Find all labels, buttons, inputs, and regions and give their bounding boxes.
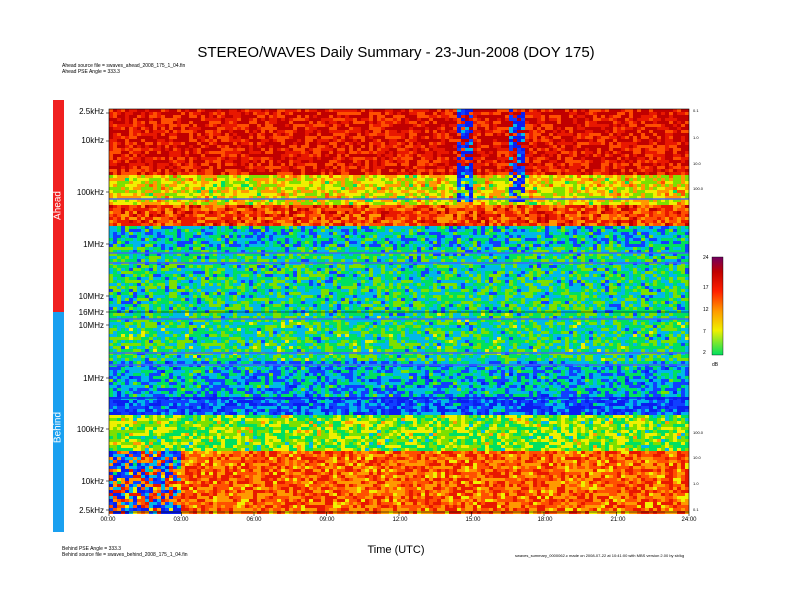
x-axis-title: Time (UTC) [367,544,425,556]
xtick-label: 03:00 [173,517,189,523]
behind-ytick-label: 10kHz [81,477,104,486]
behind-right-tick: 0.1 [693,507,699,512]
colorbar-tick: 7 [703,329,706,335]
colorbar-tick: 2 [703,350,706,356]
ahead-source-file: Ahead source file = swaves_ahead_2008_17… [62,63,186,69]
ahead-ytick-label: 1MHz [83,240,104,249]
ahead-ytick-label: 100kHz [76,188,104,197]
ahead-ytick-label: 2.5kHz [79,107,104,116]
spectrogram-image [109,109,689,514]
ahead-right-tick: 10.0 [693,161,701,166]
behind-right-tick: 10.0 [693,455,701,460]
behind-band: Behind [53,312,64,532]
ahead-right-tick: 1.0 [693,135,699,140]
xtick-label: 12:00 [392,517,408,523]
xtick-label: 09:00 [319,517,335,523]
ahead-right-tick: 100.0 [693,186,704,191]
ahead-ytick-label: 10MHz [78,292,104,301]
colorbar-tick: 24 [703,255,709,261]
colorbar-tick: 12 [703,307,709,313]
colorbar-unit: dB [712,362,719,368]
xtick-label: 15:00 [465,517,481,523]
x-tick-marks [108,512,690,516]
behind-source-file: Behind source file = swaves_behind_2008_… [62,552,188,558]
behind-ytick-label: 1MHz [83,374,104,383]
behind-right-tick: 100.0 [693,430,704,435]
behind-ytick-label: 100kHz [76,425,104,434]
y-tick-marks [106,112,109,511]
xtick-label: 21:00 [610,517,626,523]
xtick-label: 06:00 [246,517,262,523]
xtick-label: 18:00 [537,517,553,523]
behind-ytick-label: 10MHz [78,321,104,330]
xtick-label: 24:00 [681,517,697,523]
ahead-right-tick: 0.1 [693,108,699,113]
behind-pse-angle: Behind PSE Angle = 333.3 [62,546,122,552]
colorbar [711,256,724,356]
chart-title: STEREO/WAVES Daily Summary - 23-Jun-2008… [197,44,595,61]
ahead-pse-angle: Ahead PSE Angle = 333.3 [62,69,120,75]
footer-note: swaves_summary_0000062.c made on 2008-07… [515,553,685,558]
xtick-label: 00:00 [100,517,116,523]
behind-ytick-label: 2.5kHz [79,506,104,515]
ahead-ytick-label: 10kHz [81,136,104,145]
behind-right-tick: 1.0 [693,481,699,486]
ahead-band: Ahead [53,100,64,312]
ahead-ytick-label: 16MHz [78,308,104,317]
colorbar-tick: 17 [703,285,709,291]
